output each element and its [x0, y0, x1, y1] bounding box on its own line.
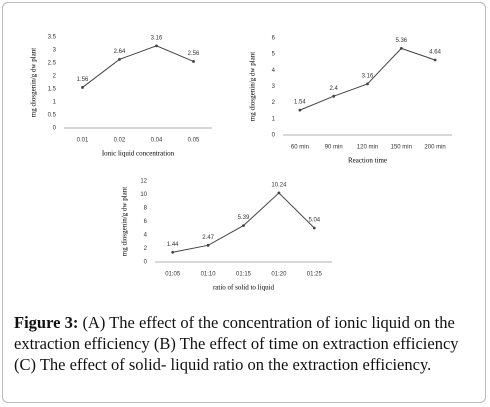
- x-tick-label: 01:25: [307, 272, 323, 278]
- marker: [433, 58, 437, 62]
- data-label: 4.64: [429, 50, 441, 56]
- y-tick-label: 1: [53, 100, 57, 106]
- marker: [366, 82, 369, 86]
- y-tick-label: 3: [272, 84, 276, 90]
- y-tick-label: 1.5: [48, 87, 57, 93]
- y-tick-label: 4: [272, 68, 276, 74]
- y-tick-label: 6: [144, 219, 148, 225]
- y-tick-label: 10: [140, 192, 147, 198]
- marker: [242, 224, 245, 228]
- marker: [332, 94, 336, 98]
- y-tick-label: 0: [144, 260, 148, 266]
- x-axis-label: Ionic liquid concentration: [102, 150, 175, 158]
- data-label: 3.16: [362, 73, 374, 79]
- x-tick-label: 120 min: [357, 145, 378, 151]
- data-label: 1.54: [294, 100, 306, 106]
- y-tick-label: 4: [144, 233, 148, 239]
- x-tick-label: 0.02: [114, 138, 126, 144]
- y-axis-label: mg diosgenin/g dw plant: [249, 52, 257, 121]
- line: [82, 45, 194, 88]
- y-tick-label: 2: [272, 100, 276, 106]
- y-tick-label: 3.5: [48, 35, 57, 41]
- data-label: 2.4: [330, 86, 339, 92]
- y-tick-label: 2: [53, 74, 57, 80]
- y-tick-label: 12: [140, 179, 147, 185]
- marker: [312, 226, 316, 230]
- caption-label: Figure 3:: [14, 313, 79, 332]
- x-tick-label: 0.04: [151, 138, 163, 144]
- line: [172, 192, 315, 253]
- x-tick-label: 150 min: [391, 145, 412, 151]
- y-tick-label: 2.5: [48, 61, 57, 67]
- y-tick-label: 8: [144, 206, 148, 212]
- x-axis-label: ratio of solid to liquid: [213, 284, 275, 292]
- data-label: 3.16: [151, 35, 163, 41]
- marker: [155, 44, 158, 48]
- x-tick-label: 01:15: [236, 272, 252, 278]
- data-label: 1.44: [167, 242, 179, 248]
- x-tick-label: 60 min: [291, 145, 309, 151]
- x-tick-label: 01:05: [165, 272, 181, 278]
- x-axis-label: Reaction time: [348, 157, 387, 165]
- figure-frame: [2, 2, 486, 403]
- y-tick-label: 0: [272, 133, 276, 139]
- y-tick-label: 3: [53, 48, 57, 54]
- marker: [118, 57, 121, 61]
- marker: [171, 250, 175, 254]
- caption: Figure 3: (A) The effect of the concentr…: [14, 312, 480, 375]
- marker: [277, 191, 281, 195]
- marker: [399, 46, 403, 50]
- data-label: 5.04: [308, 218, 320, 224]
- data-label: 2.64: [114, 49, 126, 55]
- x-tick-label: 0.05: [188, 138, 200, 144]
- x-tick-label: 90 min: [325, 145, 343, 151]
- y-axis-label: mg diosgenin/g dw plant: [121, 187, 129, 256]
- x-tick-label: 0.01: [77, 138, 89, 144]
- caption-text: (A) The effect of the concentration of i…: [14, 313, 459, 374]
- x-tick-label: 01:10: [201, 272, 217, 278]
- x-tick-label: 200 min: [424, 145, 445, 151]
- y-tick-label: 2: [144, 246, 148, 252]
- data-label: 2.47: [202, 235, 214, 241]
- data-label: 1.56: [77, 77, 89, 83]
- y-tick-label: 5: [272, 52, 276, 58]
- y-tick-label: 1: [272, 116, 276, 122]
- marker: [192, 60, 195, 63]
- y-axis-label: mg diosgenin/g dw plant: [30, 48, 38, 117]
- y-tick-label: 0: [53, 126, 57, 132]
- data-label: 10.24: [271, 182, 287, 188]
- x-tick-label: 01:20: [271, 272, 287, 278]
- marker: [81, 86, 84, 89]
- y-tick-label: 6: [272, 36, 276, 42]
- marker: [206, 243, 210, 247]
- marker: [298, 108, 302, 112]
- data-label: 5.36: [395, 38, 407, 44]
- data-label: 5.39: [238, 215, 250, 221]
- data-label: 2.56: [188, 51, 200, 57]
- y-tick-label: 0.5: [48, 113, 57, 119]
